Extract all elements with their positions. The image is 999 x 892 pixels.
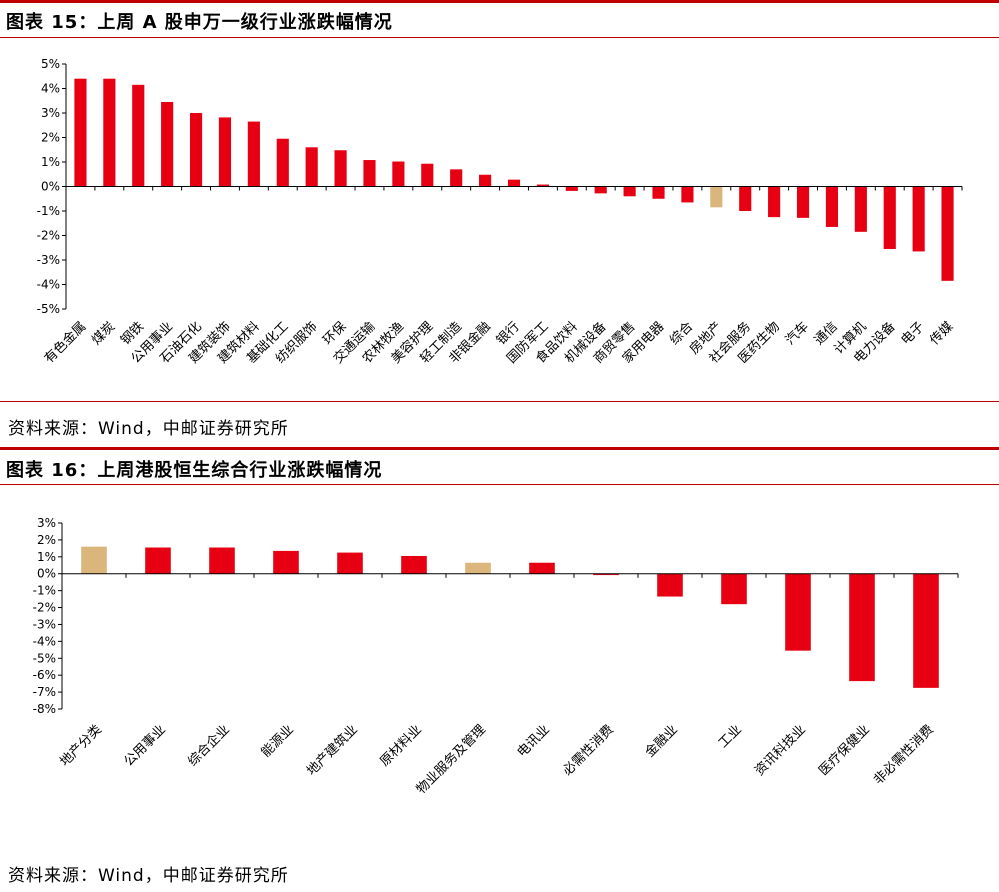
bar bbox=[912, 186, 925, 252]
y-tick-label: -8% bbox=[33, 702, 56, 716]
y-tick-label: -2% bbox=[33, 601, 56, 615]
bar bbox=[334, 150, 347, 187]
title-rule-top bbox=[0, 447, 999, 450]
bar bbox=[74, 78, 87, 187]
y-tick-label: 1% bbox=[41, 155, 60, 169]
y-tick-label: -6% bbox=[33, 668, 56, 682]
bar bbox=[363, 160, 376, 187]
x-category-label: 煤炭 bbox=[89, 319, 118, 348]
x-category-label: 综合企业 bbox=[185, 722, 233, 770]
bar bbox=[507, 179, 521, 187]
bar-chart-hk: 3% 2% 1% 0% -1% -2% -3% -4% -5% -6% -7% -8%地产分类 公用事业… bbox=[33, 516, 959, 797]
y-tick-label: 0% bbox=[41, 180, 60, 194]
bar bbox=[276, 138, 289, 187]
bar bbox=[132, 84, 145, 187]
x-category-label: 电子 bbox=[898, 319, 927, 348]
x-category-label: 医疗保健业 bbox=[816, 722, 873, 779]
y-tick-label: -5% bbox=[33, 651, 56, 665]
bar bbox=[421, 163, 434, 187]
bar bbox=[710, 186, 723, 208]
bar bbox=[854, 186, 867, 232]
y-tick-label: -7% bbox=[33, 685, 56, 699]
y-tick-label: -5% bbox=[37, 302, 60, 316]
y-tick-label: 3% bbox=[37, 516, 56, 530]
bar bbox=[247, 121, 260, 187]
y-tick-label: 0% bbox=[37, 567, 56, 581]
bar bbox=[305, 147, 318, 187]
bar bbox=[392, 161, 405, 187]
bar bbox=[941, 186, 954, 281]
bar bbox=[883, 186, 896, 249]
bar bbox=[913, 573, 939, 688]
x-category-label: 公用事业 bbox=[121, 722, 168, 769]
y-tick-label: 5% bbox=[41, 57, 60, 71]
source-note: 资料来源：Wind，中邮证券研究所 bbox=[8, 866, 289, 886]
source-rule bbox=[0, 401, 999, 402]
chart-panel-a-share: 图表 15：上周 A 股申万一级行业涨跌幅情况 5% 4% 3% 2% 1% 0% -1% -… bbox=[0, 0, 999, 445]
x-category-label: 能源业 bbox=[259, 722, 297, 760]
bar bbox=[450, 169, 463, 187]
bar bbox=[825, 186, 839, 227]
bar bbox=[565, 186, 578, 191]
bar bbox=[768, 186, 781, 218]
x-category-label: 地产建筑业 bbox=[304, 722, 361, 779]
title-rule-top bbox=[0, 0, 999, 3]
y-tick-label: -1% bbox=[33, 584, 56, 598]
bar bbox=[81, 546, 107, 574]
x-category-label: 电讯业 bbox=[515, 722, 553, 760]
bar bbox=[849, 573, 875, 682]
bar bbox=[161, 101, 174, 187]
bar bbox=[785, 573, 811, 651]
bar bbox=[657, 573, 683, 597]
x-category-label: 金融业 bbox=[642, 722, 681, 761]
y-tick-label: -3% bbox=[37, 253, 60, 267]
bar bbox=[536, 184, 549, 187]
x-category-label: 传媒 bbox=[927, 319, 956, 348]
y-tick-label: 2% bbox=[37, 533, 56, 547]
chart-panel-hk: 图表 16：上周港股恒生综合行业涨跌幅情况 3% 2% 1% 0% -1% -2% -3% -… bbox=[0, 447, 999, 892]
y-tick-label: -4% bbox=[37, 278, 60, 292]
bar bbox=[273, 550, 299, 574]
bar bbox=[739, 186, 752, 211]
y-tick-label: 2% bbox=[41, 131, 60, 145]
bar bbox=[796, 186, 810, 218]
y-tick-label: 3% bbox=[41, 106, 60, 120]
bar bbox=[593, 573, 619, 576]
x-category-label: 必需性消费 bbox=[560, 722, 617, 779]
bar bbox=[337, 552, 363, 574]
title-rule-bottom bbox=[0, 484, 999, 485]
bar bbox=[681, 186, 694, 203]
title-rule-bottom bbox=[0, 37, 999, 38]
bar bbox=[189, 113, 203, 187]
bar bbox=[218, 117, 232, 187]
chart-title: 图表 16：上周港股恒生综合行业涨跌幅情况 bbox=[6, 460, 383, 481]
x-category-label: 有色金属 bbox=[41, 319, 89, 367]
y-tick-label: -2% bbox=[37, 229, 60, 243]
x-category-label: 原材料业 bbox=[377, 722, 424, 769]
bar bbox=[103, 78, 116, 187]
bar bbox=[529, 562, 555, 574]
y-tick-label: -3% bbox=[33, 617, 56, 631]
source-note: 资料来源：Wind，中邮证券研究所 bbox=[8, 419, 289, 439]
bar bbox=[594, 186, 607, 194]
bar bbox=[145, 547, 171, 574]
bar bbox=[721, 573, 747, 605]
x-category-label: 工业 bbox=[716, 722, 745, 751]
chart-title: 图表 15：上周 A 股申万一级行业涨跌幅情况 bbox=[6, 12, 393, 33]
y-tick-label: -1% bbox=[37, 204, 60, 218]
bar bbox=[209, 547, 235, 574]
bar bbox=[652, 186, 665, 199]
y-tick-label: 4% bbox=[41, 82, 60, 96]
y-tick-label: 1% bbox=[37, 550, 56, 564]
bar bbox=[465, 562, 491, 574]
x-category-label: 资讯科技业 bbox=[752, 722, 809, 779]
bar bbox=[623, 186, 636, 197]
bar bbox=[401, 555, 427, 574]
y-tick-label: -4% bbox=[33, 634, 56, 648]
x-category-label: 地产分类 bbox=[57, 722, 104, 769]
bar bbox=[479, 174, 492, 187]
x-category-label: 非必需性消费 bbox=[871, 722, 937, 788]
x-category-label: 汽车 bbox=[782, 319, 812, 349]
bar-chart-a-share: 5%4%3%2%1%0%-1%-2%-3%-4%-5%有色金属 煤炭 钢铁公用事业石… bbox=[37, 57, 963, 367]
